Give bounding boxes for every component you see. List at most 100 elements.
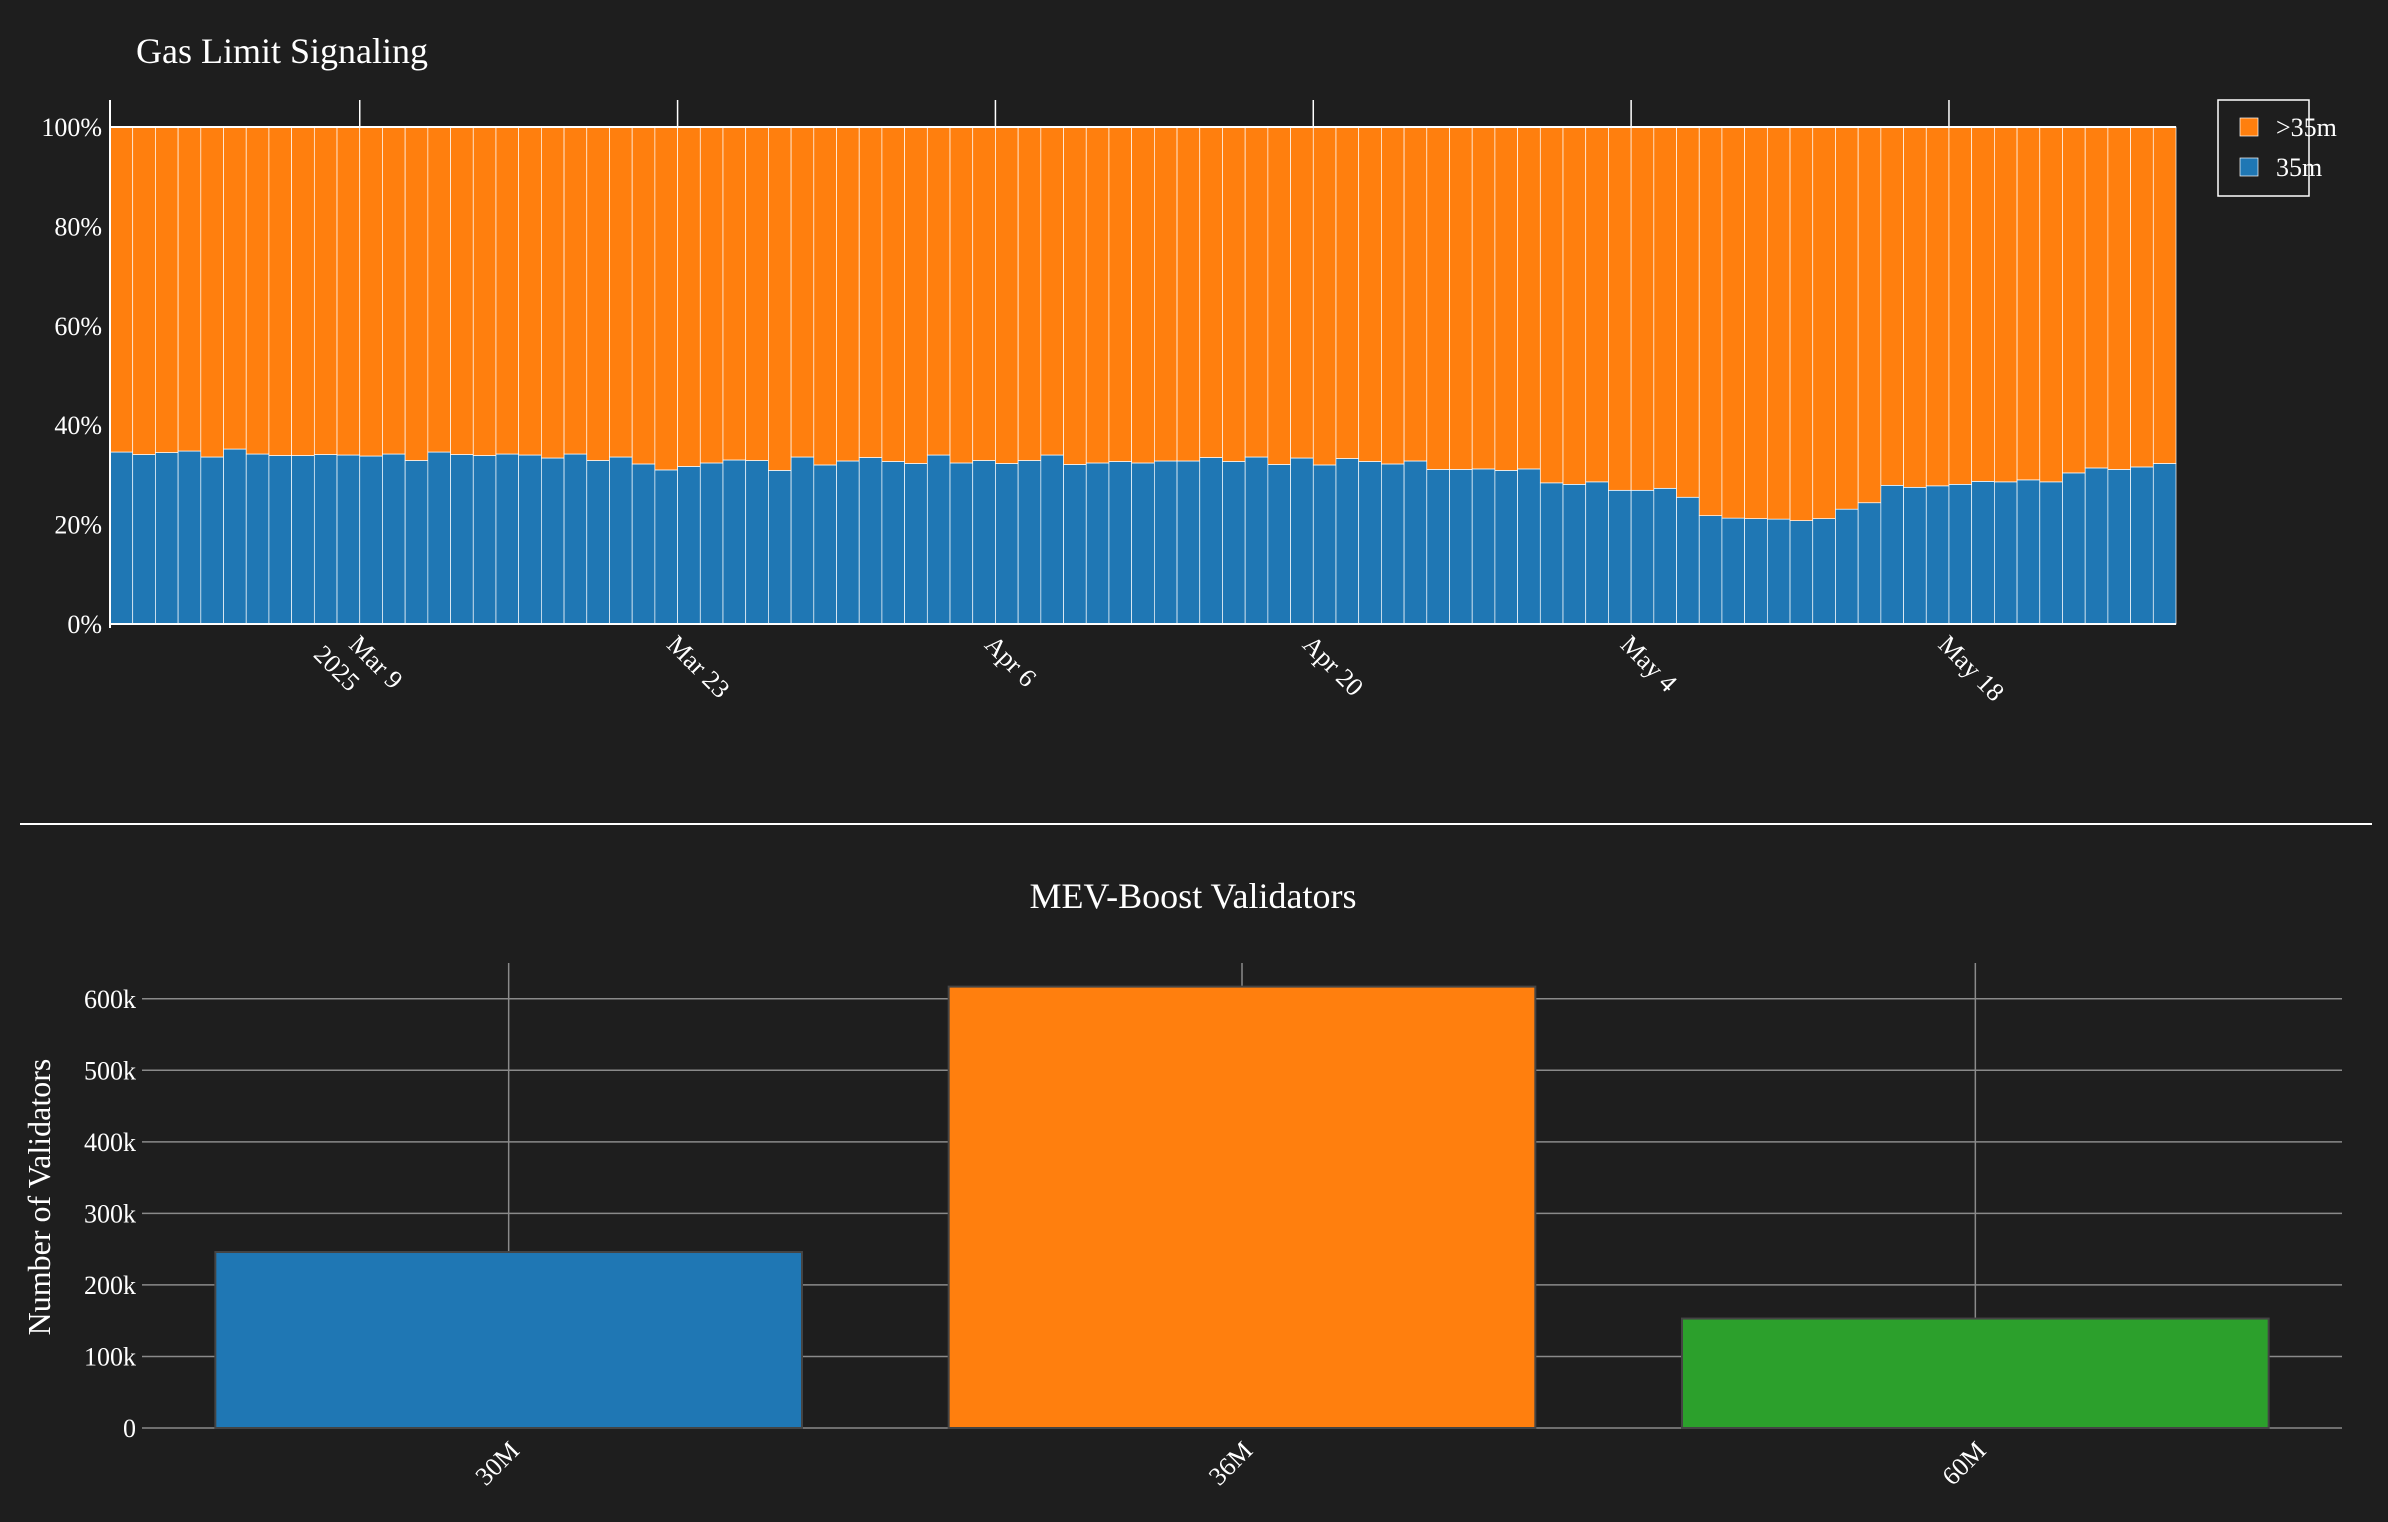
bar-segment-gt35m xyxy=(745,126,769,461)
bar-segment-gt35m xyxy=(926,126,951,456)
bar-segment-35m xyxy=(1698,515,1723,625)
bar-segment-35m xyxy=(836,460,860,625)
bar-segment-gt35m xyxy=(836,126,860,462)
bar-segment-35m xyxy=(1517,468,1541,625)
bar-segment-35m xyxy=(1131,462,1155,625)
bar-segment-35m xyxy=(881,461,905,625)
bar-segment-gt35m xyxy=(677,126,701,467)
bar-segment-35m xyxy=(1539,482,1564,625)
bar-segment-gt35m xyxy=(109,126,134,453)
y-tick-label: 40% xyxy=(54,411,102,440)
bar-segment-35m xyxy=(1925,485,1950,625)
bar-segment-35m xyxy=(1948,483,1973,625)
bar-segment-gt35m xyxy=(132,126,156,455)
bar-segment-35m xyxy=(1449,469,1473,625)
bar-segment-gt35m xyxy=(995,126,1019,464)
bar-segment-gt35m xyxy=(949,126,974,464)
bar-segment-gt35m xyxy=(1994,126,2018,483)
legend[interactable]: >35m 35m xyxy=(2217,99,2337,197)
bar-segment-35m xyxy=(177,450,202,625)
bar-segment-gt35m xyxy=(1766,126,1791,520)
bar-segment-35m xyxy=(768,470,792,625)
bar-segment-gt35m xyxy=(1948,126,1973,485)
bar-segment-gt35m xyxy=(1335,126,1360,459)
legend-box xyxy=(2217,99,2310,197)
legend-label[interactable]: >35m xyxy=(2276,113,2337,142)
bar-segment-gt35m xyxy=(1063,126,1087,465)
y-tick-label: 80% xyxy=(54,212,102,241)
bar-segment-gt35m xyxy=(291,126,315,456)
bar-segment-gt35m xyxy=(1176,126,1201,462)
x-tick-label: May 4 xyxy=(1615,630,1683,698)
bar-segment-gt35m xyxy=(313,126,338,455)
bar-segment-35m xyxy=(472,455,497,625)
bar-segment-35m xyxy=(1017,460,1042,625)
x-tick-label: 60M xyxy=(1936,1436,1991,1491)
bar-segment-35m xyxy=(1903,486,1927,625)
bar-segment-35m xyxy=(1835,508,1859,625)
bar-segment-gt35m xyxy=(1131,126,1155,464)
x-tick: Mar 23 xyxy=(661,630,735,704)
bar-segment-gt35m xyxy=(1721,126,1745,519)
bar-segment-35m xyxy=(109,451,134,625)
bar-segment-35m xyxy=(518,454,542,625)
bar-segment-35m xyxy=(1766,518,1791,625)
bar-segment-gt35m xyxy=(1857,126,1882,504)
bar-segment-35m xyxy=(1676,496,1700,625)
bar-segment-35m xyxy=(631,463,656,625)
bar-segment-gt35m xyxy=(2039,126,2063,483)
bar-segment-gt35m xyxy=(1154,126,1178,462)
bar-segment-35m xyxy=(1154,460,1178,625)
bar-segment-35m xyxy=(1108,461,1132,625)
bar-segment-gt35m xyxy=(1312,126,1337,466)
bar-segment-gt35m xyxy=(1267,126,1291,465)
y-tick-label: 0% xyxy=(67,610,102,639)
bar-segment-35m xyxy=(563,453,588,625)
bar-segment-gt35m xyxy=(631,126,656,465)
bar-segment-gt35m xyxy=(1676,126,1700,498)
bar-segment-35m xyxy=(1335,458,1360,625)
x-tick-label: Apr 20 xyxy=(1297,630,1369,702)
bar-segment-gt35m xyxy=(1630,126,1655,491)
bar-segment-35m xyxy=(1426,469,1450,625)
bar-segment-35m xyxy=(1562,483,1587,625)
bar-segment-gt35m xyxy=(563,126,588,455)
bar-segment-gt35m xyxy=(1358,126,1382,462)
bar-segment-35m xyxy=(949,462,974,625)
bar-segment-gt35m xyxy=(2062,126,2086,474)
bar-segment-gt35m xyxy=(245,126,270,455)
bar-segment-35m xyxy=(245,453,270,625)
bar-segment-gt35m xyxy=(1040,126,1064,456)
bar-segment-gt35m xyxy=(1608,126,1632,491)
bar-segment-35m xyxy=(223,448,247,625)
bar-segment-gt35m xyxy=(1653,126,1677,489)
bar-segment-gt35m xyxy=(1539,126,1564,484)
bar-segment-35m xyxy=(790,456,815,625)
chart-title: Gas Limit Signaling xyxy=(136,31,428,71)
bar-segment-35m xyxy=(995,463,1019,625)
bar-segment-35m xyxy=(132,454,156,625)
bar-segment-gt35m xyxy=(904,126,928,464)
x-tick-label: Apr 6 xyxy=(979,630,1042,693)
legend-label[interactable]: 35m xyxy=(2276,153,2322,182)
bar-segment-35m xyxy=(404,460,429,625)
y-tick-label: 600k xyxy=(84,985,136,1014)
bar-segment-35m xyxy=(904,463,928,625)
stacked-bars xyxy=(109,126,2177,625)
bar-segment-gt35m xyxy=(427,126,451,453)
bar-segment-35m xyxy=(1358,461,1382,625)
bar-segment-35m xyxy=(1653,487,1677,625)
bar-segment-gt35m xyxy=(1835,126,1859,510)
bar-segment-gt35m xyxy=(2130,126,2154,468)
x-tick-label: 30M xyxy=(470,1436,525,1491)
bar-segment-35m xyxy=(609,456,633,625)
bar-segment-35m xyxy=(1290,457,1314,625)
bar-segment-gt35m xyxy=(1744,126,1768,519)
bar-segment-gt35m xyxy=(1880,126,1904,486)
bar-segment-35m xyxy=(1312,464,1337,625)
y-tick-label: 0 xyxy=(123,1414,136,1443)
bar-segment-gt35m xyxy=(1812,126,1836,519)
bar-segment-35m xyxy=(359,455,383,625)
bar-segment-35m xyxy=(1471,468,1496,625)
